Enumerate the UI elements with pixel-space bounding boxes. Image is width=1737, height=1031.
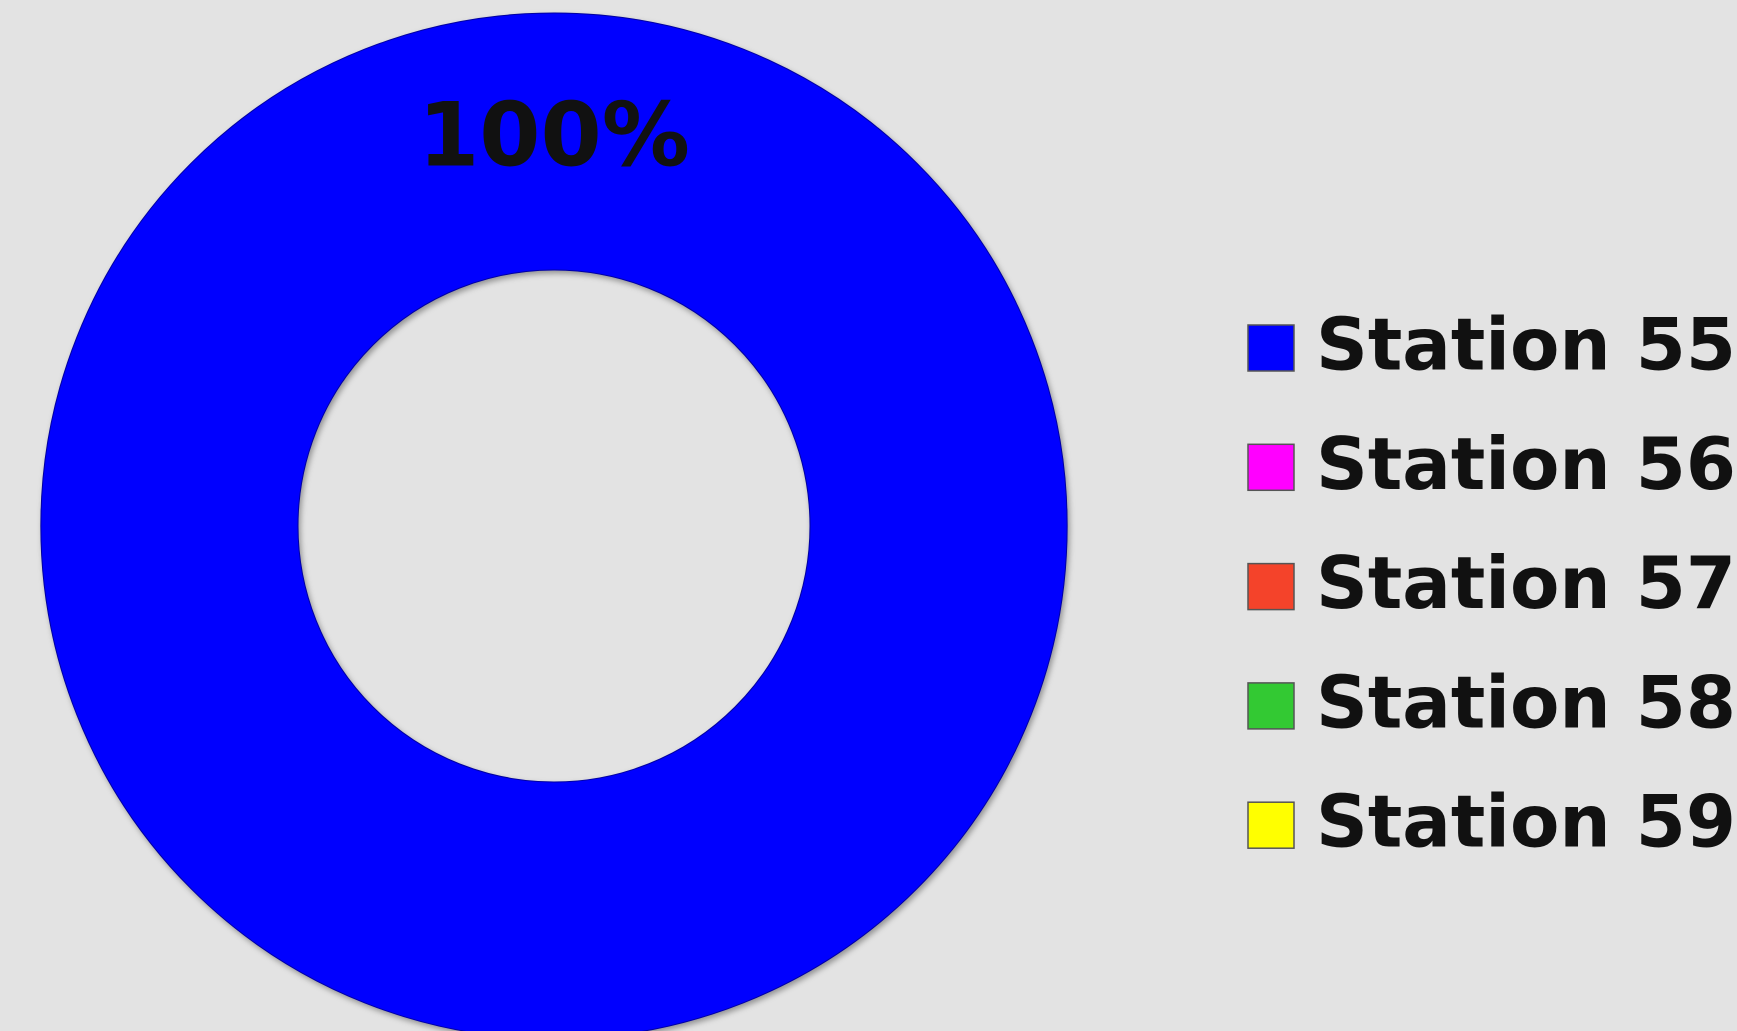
legend-label: Station 59 [1316,780,1736,864]
legend-swatch [1247,324,1295,372]
legend-swatch [1247,801,1295,849]
legend-swatch [1247,562,1295,611]
legend-label: Station 55 [1316,303,1736,387]
data-label: 100% [418,83,690,186]
legend-label: Station 56 [1316,422,1736,506]
legend-swatch [1247,682,1295,730]
legend-label: Station 58 [1316,660,1736,744]
legend-swatch [1247,443,1295,492]
legend-label: Station 57 [1316,541,1736,625]
